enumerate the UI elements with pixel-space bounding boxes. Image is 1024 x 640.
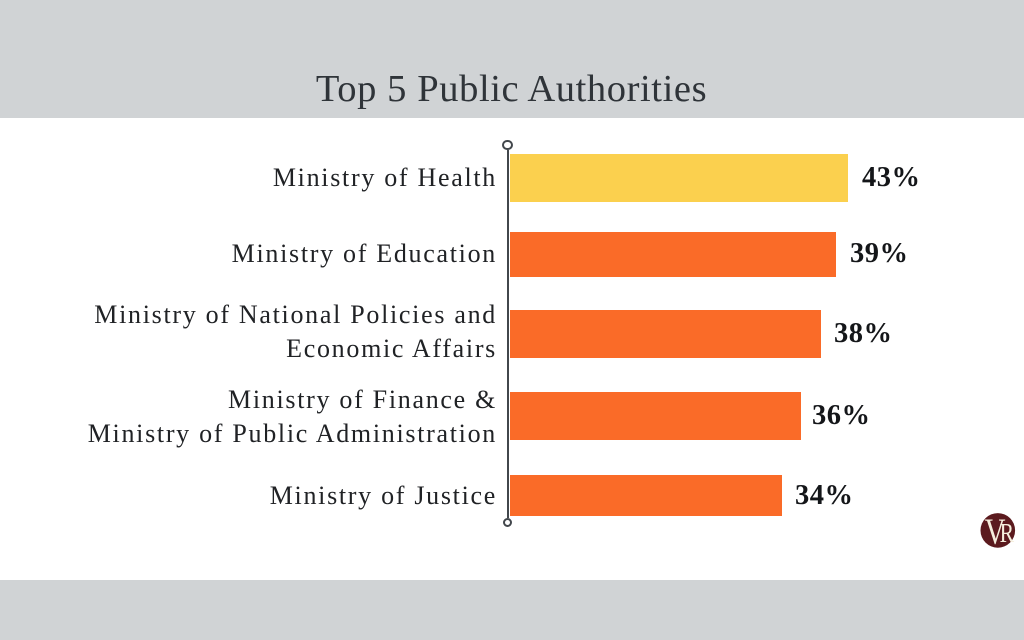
svg-text:R: R xyxy=(1000,518,1015,548)
svg-text:V: V xyxy=(985,513,1006,549)
